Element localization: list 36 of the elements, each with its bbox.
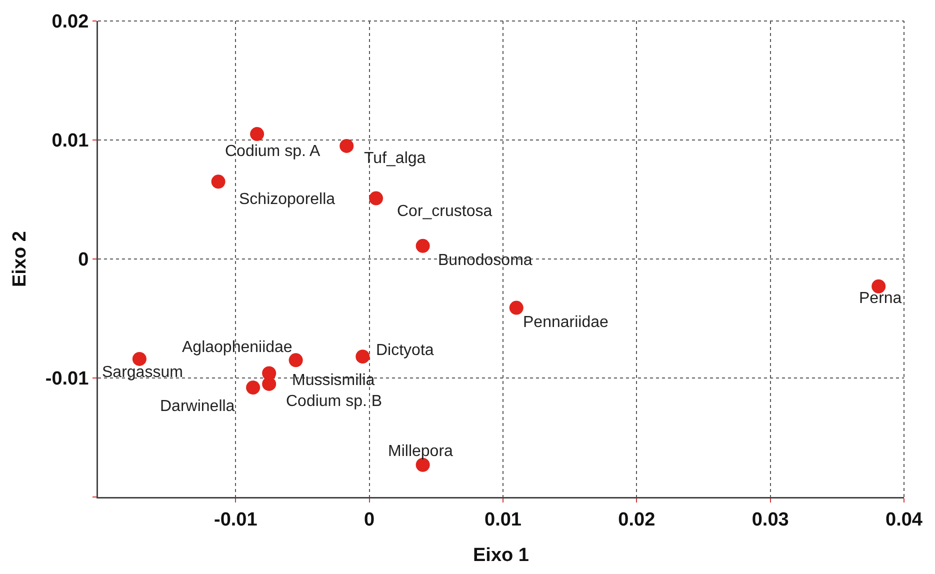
y-axis-title: Eixo 2 [9, 231, 30, 287]
annotation: Bunodosoma [438, 252, 532, 269]
point [262, 376, 276, 391]
point [416, 238, 430, 253]
annotation: Pennariidae [523, 314, 608, 331]
point [211, 174, 226, 189]
y-tick-label: -0.01 [45, 368, 90, 390]
point [132, 352, 146, 366]
annotation: Codium sp. A [225, 143, 320, 160]
annotation: Codium sp. B [286, 393, 382, 410]
point [246, 380, 260, 395]
annotation: Schizoporella [239, 191, 336, 208]
x-tick-label: 0.01 [484, 509, 522, 530]
point [356, 350, 370, 364]
point [369, 191, 384, 206]
y-tick-label: 0.01 [52, 130, 90, 152]
annotation: Mussismilia [292, 372, 375, 389]
annotation: Cor_crustosa [397, 203, 492, 220]
point [509, 300, 524, 315]
point [250, 127, 264, 142]
annotation: Aglaopheniidae [182, 339, 292, 356]
annotation: Dictyota [376, 342, 434, 359]
x-axis-title: Eixo 1 [473, 544, 530, 566]
x-tick-label: -0.01 [214, 509, 258, 530]
y-tick-label: 0.02 [52, 12, 89, 33]
annotation: Perna [859, 290, 902, 307]
x-tick-label: 0.03 [752, 509, 789, 530]
annotation: Darwinella [160, 398, 235, 415]
x-tick-label: 0.02 [618, 509, 656, 530]
annotation: Millepora [388, 443, 454, 460]
annotation: Sargassum [102, 364, 183, 381]
x-tick-label: 0 [364, 509, 375, 530]
y-tick-label: 0 [78, 250, 89, 271]
point [340, 138, 354, 153]
annotation: Tuf_alga [364, 150, 426, 167]
x-tick-label: 0.04 [886, 509, 923, 530]
